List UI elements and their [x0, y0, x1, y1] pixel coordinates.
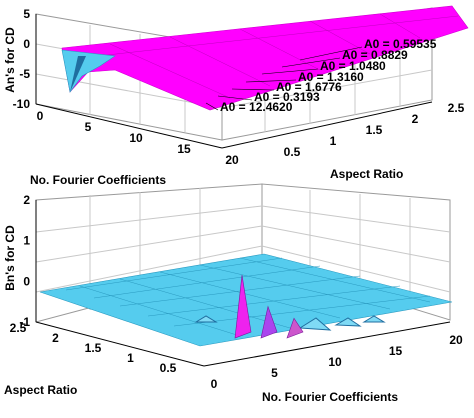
top-x-tick-label: 5	[85, 120, 92, 134]
bottom-z-tick-label: -1	[19, 315, 30, 329]
bottom-z-tick-label: 0	[23, 274, 30, 288]
top-annotation: A0 = 1.0480	[320, 59, 386, 73]
top-z-tick-label: 0	[23, 37, 30, 51]
top-leader-lines	[205, 46, 363, 111]
bottom-z-tick-label: 1	[23, 234, 30, 248]
bottom-y-tick-label: 2	[52, 331, 59, 345]
top-annotation: A0 = 0.59535	[364, 37, 437, 51]
bottom-axes	[35, 200, 451, 367]
top-y-tick-label: 0.5	[284, 145, 301, 159]
top-z-tick-label: 5	[23, 7, 30, 21]
top-surface	[61, 5, 469, 111]
bottom-surface-plot	[35, 183, 453, 367]
top-y-tick-label: 1	[330, 134, 337, 148]
bottom-y-axis-label: Aspect Ratio	[4, 383, 77, 397]
top-annotation: A0 = 0.3193	[254, 90, 320, 104]
top-x-tick-label: 10	[129, 131, 143, 145]
top-ridge-shading	[61, 49, 116, 93]
bottom-y-tick-label: 1	[127, 351, 134, 365]
bottom-surface-mesh	[65, 257, 431, 337]
bottom-z-tick-label: 2	[23, 193, 30, 207]
bottom-x-tick-label: 5	[271, 366, 278, 380]
top-z-tick-label: -5	[19, 67, 30, 81]
bottom-y-tick-label: 1.5	[85, 341, 102, 355]
bottom-x-tick-label: 15	[389, 344, 403, 358]
top-annotation: A0 = 1.3160	[298, 70, 364, 84]
bottom-spike	[234, 275, 252, 339]
top-x-tick-label: 15	[177, 142, 191, 156]
top-axes	[35, 14, 433, 149]
bottom-spike	[260, 305, 278, 339]
top-annotation: A0 = 0.8829	[342, 48, 408, 62]
top-z-axis-label: An's for CD	[3, 27, 17, 93]
top-y-tick-label: 2.5	[448, 101, 465, 115]
top-x-axis-label: No. Fourier Coefficients	[30, 173, 166, 187]
top-y-tick-label: 1.5	[366, 123, 383, 137]
bottom-spike	[286, 317, 304, 339]
bottom-y-tick-label: 2.5	[10, 321, 27, 335]
top-ridge-spike	[70, 56, 86, 92]
top-annotation: A0 = 1.6776	[276, 80, 342, 94]
bottom-z-axis-label: Bn's for CD	[3, 225, 17, 291]
bottom-back-wall-right	[261, 183, 451, 321]
top-z-tick-label: -10	[13, 97, 31, 111]
bottom-x-tick-label: 10	[328, 355, 342, 369]
top-y-tick-label: 2	[412, 112, 419, 126]
top-x-tick-label: 20	[225, 153, 239, 167]
top-surface-plot	[35, 5, 469, 149]
top-annotation: A0 = 12.4620	[220, 100, 293, 114]
bottom-x-tick-label: 20	[449, 333, 463, 347]
bottom-ripples	[194, 315, 386, 331]
bottom-grid	[35, 188, 451, 310]
bottom-y-tick-label: 0.5	[160, 361, 177, 375]
bottom-x-axis-label: No. Fourier Coefficients	[262, 390, 398, 404]
top-y-axis-label: Aspect Ratio	[330, 167, 403, 181]
top-x-tick-label: 0	[37, 109, 44, 123]
bottom-x-tick-label: 0	[211, 377, 218, 391]
